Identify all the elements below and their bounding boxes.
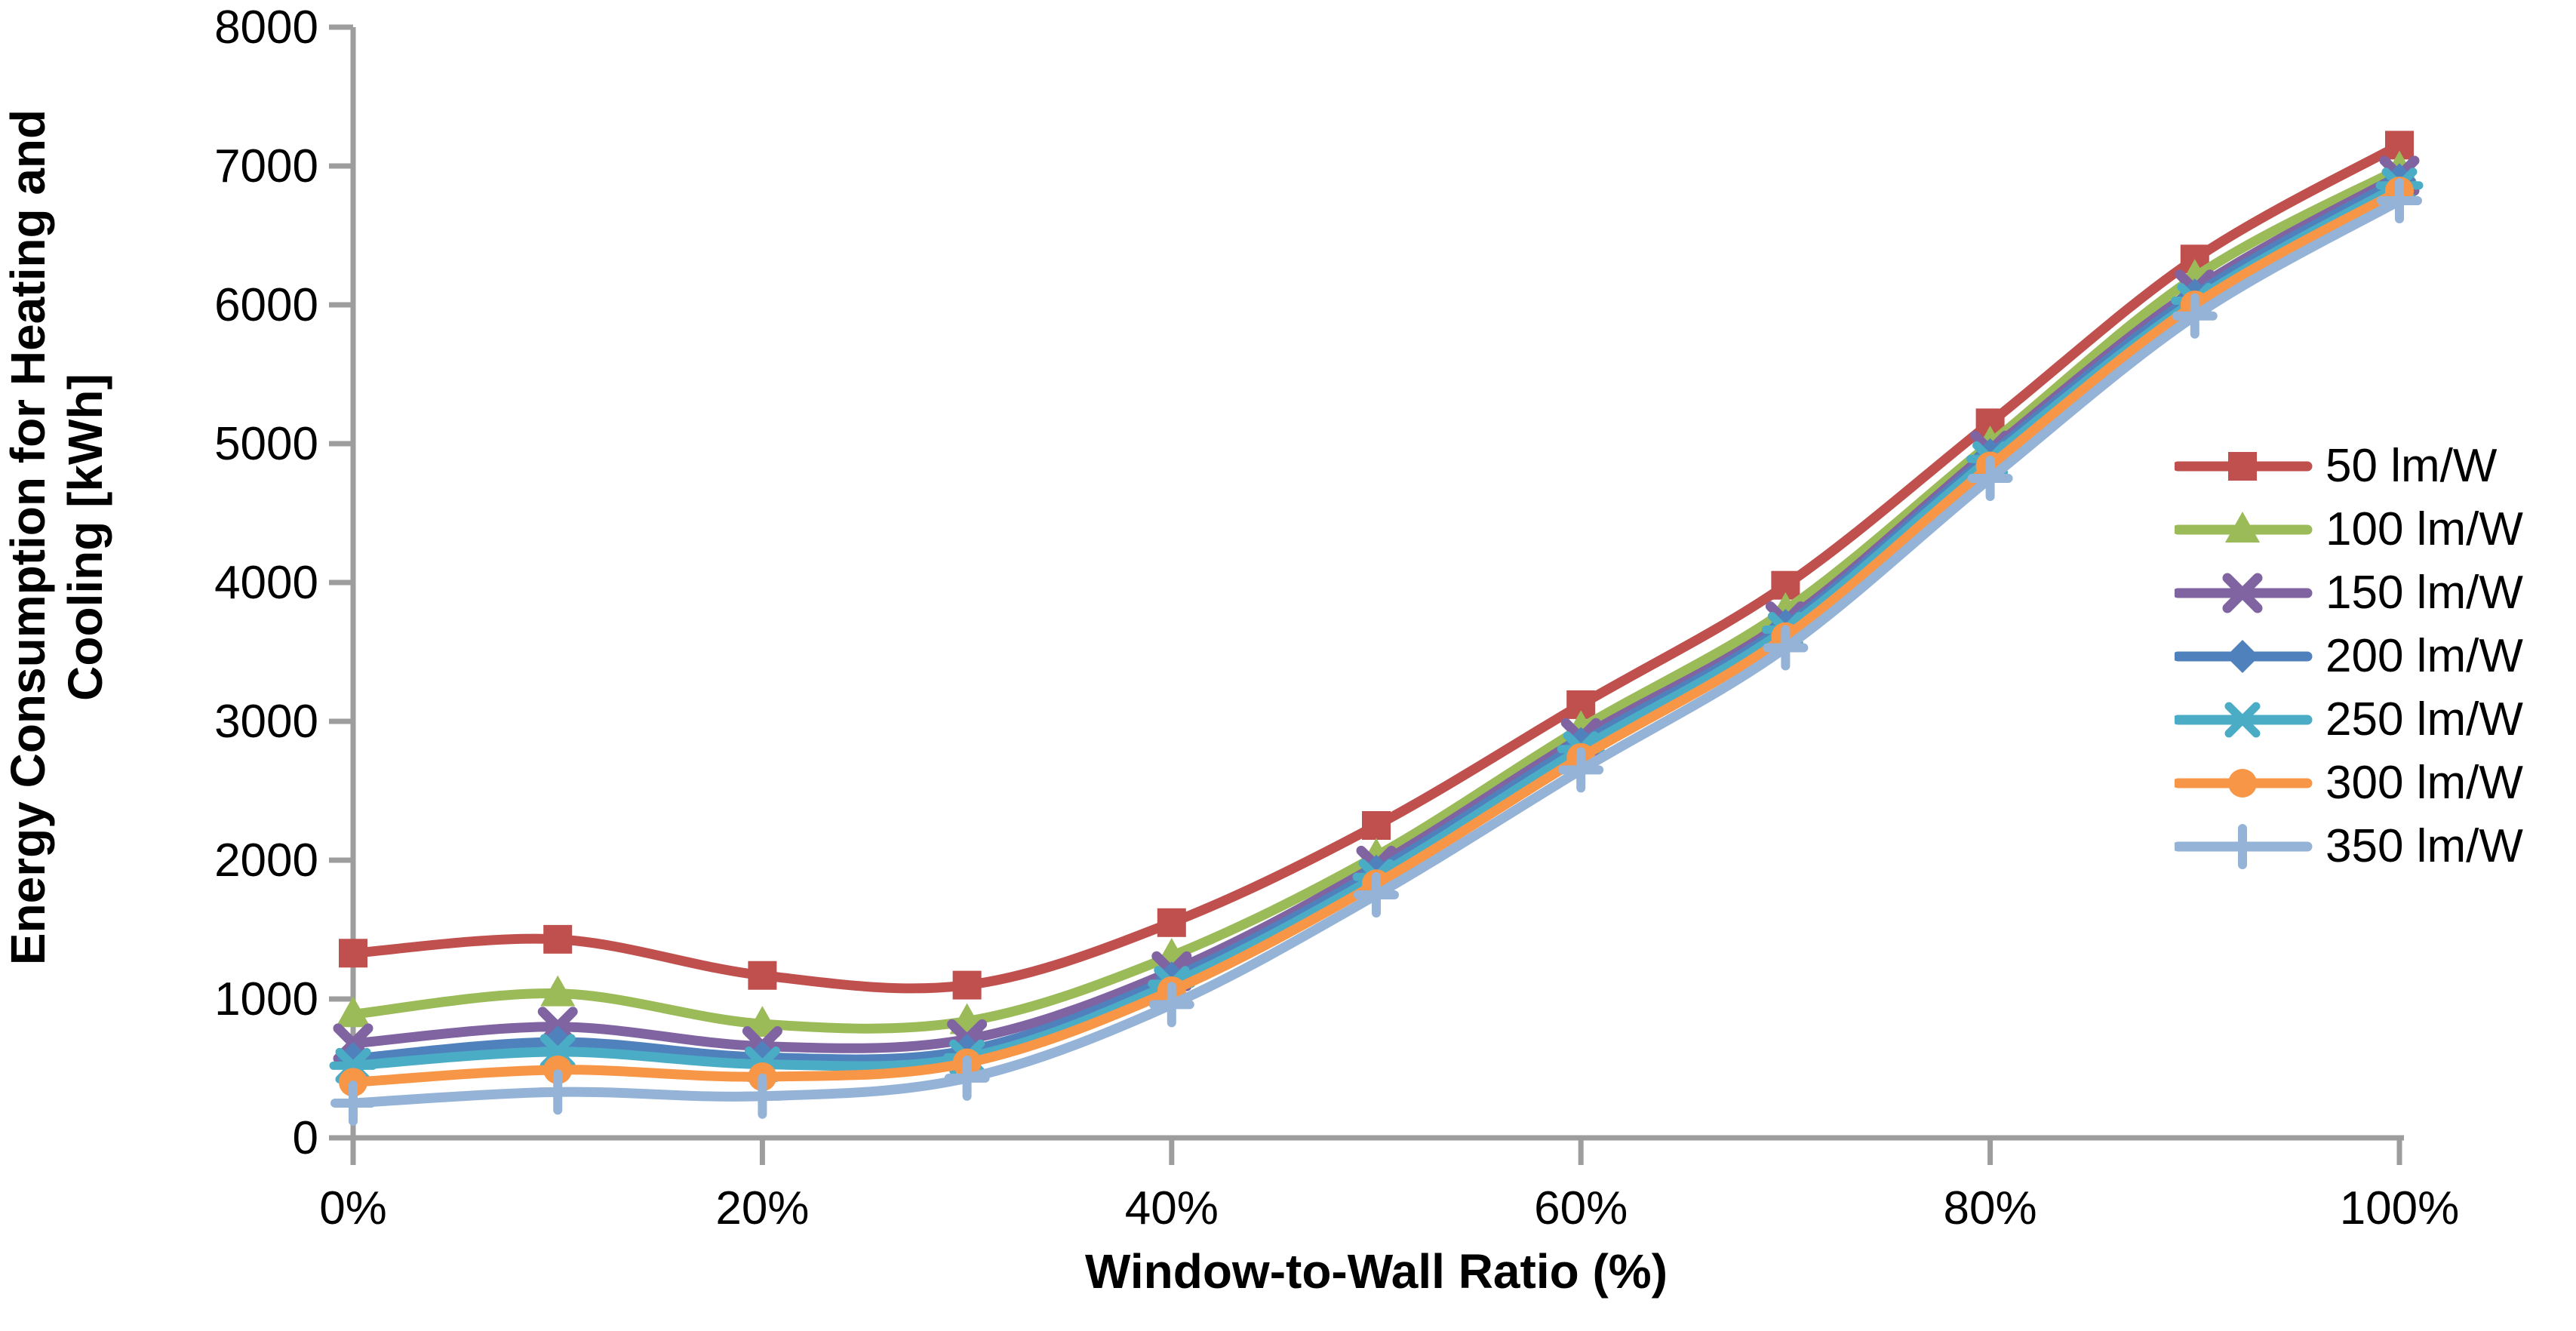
marker-plus — [1967, 456, 2013, 501]
marker-triangle — [540, 975, 576, 1007]
legend-label-200-lm-w: 200 lm/W — [2325, 630, 2523, 682]
marker-square — [543, 924, 573, 954]
marker-square — [1157, 908, 1186, 937]
series-300-lm-w — [339, 177, 2414, 1097]
marker-plus — [2220, 824, 2265, 869]
series-line-300-lm-w — [348, 186, 2405, 1087]
legend-label-100-lm-w: 100 lm/W — [2325, 503, 2523, 555]
x-tick-label: 40% — [1125, 1182, 1219, 1234]
legend-swatch-300-lm-w — [2175, 769, 2313, 798]
x-tick-label: 60% — [1534, 1182, 1628, 1234]
legend-label-50-lm-w: 50 lm/W — [2325, 440, 2498, 492]
legend-item-50-lm-w: 50 lm/W — [2175, 435, 2523, 498]
marker-diamond — [2226, 640, 2259, 673]
legend-swatch-250-lm-w — [2175, 702, 2313, 738]
marker-plus — [1148, 982, 1194, 1028]
legend-swatch-150-lm-w — [2175, 573, 2313, 613]
marker-square — [952, 970, 982, 1000]
legend: 50 lm/W 100 lm/W 150 lm/W 200 lm/W 250 lm/W 3… — [2175, 435, 2523, 878]
x-tick-label: 100% — [2340, 1182, 2460, 1234]
y-axis-title-line1: Energy Consumption for Heating and — [1, 109, 55, 966]
series-200-lm-w — [337, 163, 2416, 1076]
y-axis-title: Energy Consumption for Heating and Cooli… — [0, 0, 114, 1103]
legend-label-250-lm-w: 250 lm/W — [2325, 693, 2523, 745]
series-250-lm-w — [329, 168, 2424, 1084]
series-line-50-lm-w — [348, 140, 2405, 994]
y-tick-label: 8000 — [214, 2, 318, 54]
marker-triangle — [2225, 512, 2260, 543]
y-tick-label: 0 — [293, 1112, 318, 1164]
marker-plus — [739, 1073, 785, 1119]
series-line-250-lm-w — [348, 180, 2405, 1071]
x-axis-title: Window-to-Wall Ratio (%) — [1085, 1244, 1668, 1299]
legend-label-350-lm-w: 350 lm/W — [2325, 820, 2523, 872]
marker-circle — [2228, 769, 2257, 798]
x-tick-label: 20% — [715, 1182, 809, 1234]
legend-item-300-lm-w: 300 lm/W — [2175, 752, 2523, 815]
legend-label-150-lm-w: 150 lm/W — [2325, 567, 2523, 619]
marker-x — [2222, 573, 2263, 613]
marker-plus — [330, 1080, 376, 1126]
legend-item-150-lm-w: 150 lm/W — [2175, 561, 2523, 625]
legend-item-100-lm-w: 100 lm/W — [2175, 498, 2523, 561]
marker-plus — [1763, 625, 1809, 671]
y-tick-label: 1000 — [214, 973, 318, 1025]
marker-plus — [2377, 178, 2422, 223]
series-150-lm-w — [333, 155, 2420, 1067]
series-line-100-lm-w — [348, 164, 2405, 1034]
legend-item-200-lm-w: 200 lm/W — [2175, 625, 2523, 688]
y-axis-title-line2: Cooling [kWh] — [58, 373, 112, 701]
marker-plus — [2172, 293, 2218, 339]
marker-square — [748, 961, 777, 990]
y-tick-label: 5000 — [214, 418, 318, 470]
marker-triangle — [336, 996, 370, 1028]
x-tick-label: 80% — [1944, 1182, 2037, 1234]
legend-swatch-50-lm-w — [2175, 452, 2313, 481]
marker-star — [2218, 702, 2267, 738]
y-tick-label: 4000 — [214, 557, 318, 609]
series-line-350-lm-w — [348, 195, 2405, 1108]
legend-item-350-lm-w: 350 lm/W — [2175, 815, 2523, 878]
series-line-200-lm-w — [348, 174, 2405, 1065]
legend-swatch-100-lm-w — [2175, 512, 2313, 543]
marker-plus — [1354, 872, 1399, 918]
marker-square — [339, 939, 367, 968]
y-tick-label: 7000 — [214, 140, 318, 192]
marker-square — [1362, 811, 1391, 840]
x-tick-label: 0% — [319, 1182, 387, 1234]
marker-plus — [535, 1069, 581, 1115]
y-tick-label: 3000 — [214, 696, 318, 748]
marker-triangle — [745, 1006, 780, 1037]
legend-item-250-lm-w: 250 lm/W — [2175, 688, 2523, 752]
legend-swatch-350-lm-w — [2175, 824, 2313, 869]
marker-plus — [1558, 747, 1604, 793]
y-tick-label: 2000 — [214, 835, 318, 887]
y-tick-label: 6000 — [214, 279, 318, 331]
series-350-lm-w — [330, 178, 2422, 1126]
marker-square — [2228, 452, 2257, 481]
legend-swatch-200-lm-w — [2175, 640, 2313, 673]
marker-plus — [944, 1055, 990, 1101]
legend-label-300-lm-w: 300 lm/W — [2325, 757, 2523, 809]
